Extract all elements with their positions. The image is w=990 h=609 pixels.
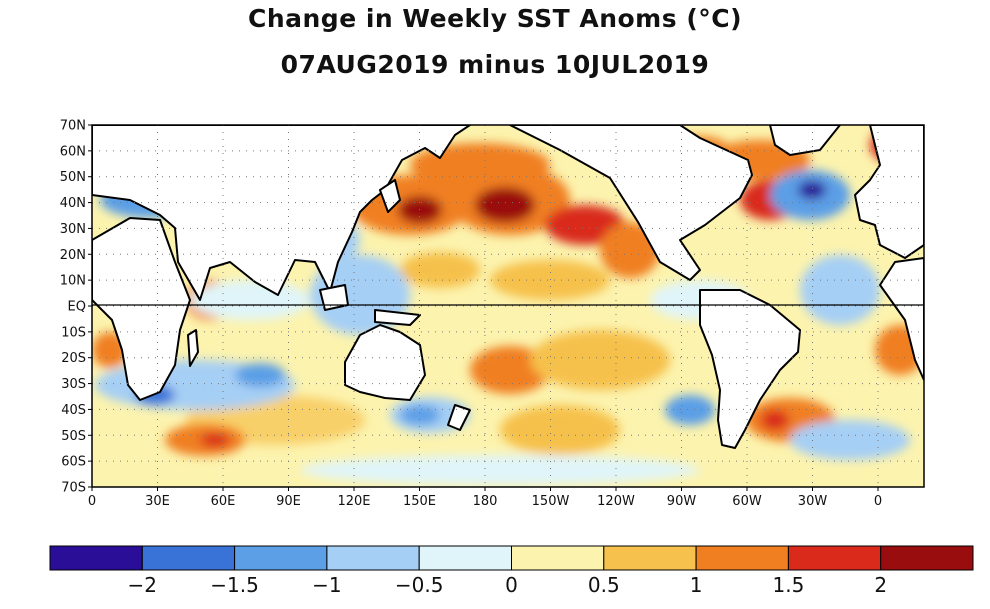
colorbar-swatch: [141, 545, 236, 571]
land-masses: [92, 125, 924, 449]
europe-east: [854, 125, 924, 259]
colorbar-swatch: [511, 545, 605, 571]
colorbar-label: 0: [505, 573, 518, 597]
lat-label: 30S: [61, 377, 86, 392]
colorbar-swatch: [787, 545, 882, 571]
lon-label: 150E: [403, 494, 436, 509]
lat-label: 70N: [60, 119, 86, 134]
lon-label: 120E: [337, 494, 370, 509]
south-america: [699, 289, 801, 449]
map-frame: [91, 124, 925, 488]
japan: [379, 179, 401, 213]
colorbar-label: −2: [128, 573, 157, 597]
greenland: [769, 125, 841, 156]
new-zealand: [447, 404, 471, 431]
map-subtitle: 07AUG2019 minus 10JUL2019: [280, 50, 710, 79]
lat-label: 40N: [60, 196, 86, 211]
lat-label: 50S: [61, 429, 86, 444]
africa-south: [92, 217, 191, 401]
map-title: Change in Weekly SST Anoms (°C): [247, 4, 743, 33]
madagascar: [187, 329, 199, 367]
africa-west: [879, 257, 924, 381]
lon-label: 30W: [798, 494, 828, 509]
lat-label: 60N: [60, 144, 86, 159]
colorbar-label: −1.5: [210, 573, 259, 597]
lon-label: 60W: [732, 494, 762, 509]
lat-label: EQ: [68, 300, 86, 315]
colorbar-label: 0.5: [588, 573, 620, 597]
lat-label: 40S: [61, 403, 86, 418]
lon-label: 120W: [597, 494, 635, 509]
lat-label: 70S: [61, 481, 86, 496]
lat-label: 10S: [61, 325, 86, 340]
lon-label: 30E: [145, 494, 170, 509]
colorbar-swatch: [326, 545, 420, 571]
colorbar-swatch: [418, 545, 513, 571]
lon-label: 0: [874, 494, 882, 509]
colorbar-swatch: [695, 545, 789, 571]
lat-label: 60S: [61, 455, 86, 470]
lon-label: 90E: [276, 494, 301, 509]
lon-label: 0: [88, 494, 96, 509]
lat-label: 10N: [60, 274, 86, 289]
colorbar-label: −1: [312, 573, 341, 597]
australia: [344, 324, 426, 401]
lon-label: 180: [473, 494, 498, 509]
lon-label: 90W: [667, 494, 697, 509]
lon-label: 150W: [532, 494, 570, 509]
colorbar-label: 1.5: [772, 573, 804, 597]
colorbar-swatch: [880, 545, 974, 571]
colorbar: −2 −1.5 −1 −0.5 0 0.5 1 1.5 2: [49, 545, 974, 597]
colorbar-label: 2: [874, 573, 887, 597]
colorbar-swatch: [234, 545, 328, 571]
colorbar-swatch: [603, 545, 697, 571]
longitude-labels: 0 30E 60E 90E 120E 150E 180 150W 120W 90W 60W 30W 0: [88, 494, 882, 509]
colorbar-swatch: [49, 545, 143, 571]
eurasia-africa: [92, 125, 471, 301]
colorbar-label: −0.5: [395, 573, 444, 597]
lat-label: 20S: [61, 351, 86, 366]
lat-label: 30N: [60, 222, 86, 237]
borneo: [319, 284, 349, 311]
new-guinea: [374, 309, 421, 326]
lat-label: 50N: [60, 170, 86, 185]
latitude-labels: 70N 60N 50N 40N 30N 20N 10N EQ 10S 20S 30S 40S 50S 60…: [60, 119, 86, 496]
colorbar-label: 1: [690, 573, 703, 597]
sst-field: [92, 125, 924, 487]
lat-label: 20N: [60, 248, 86, 263]
lon-label: 60E: [211, 494, 236, 509]
